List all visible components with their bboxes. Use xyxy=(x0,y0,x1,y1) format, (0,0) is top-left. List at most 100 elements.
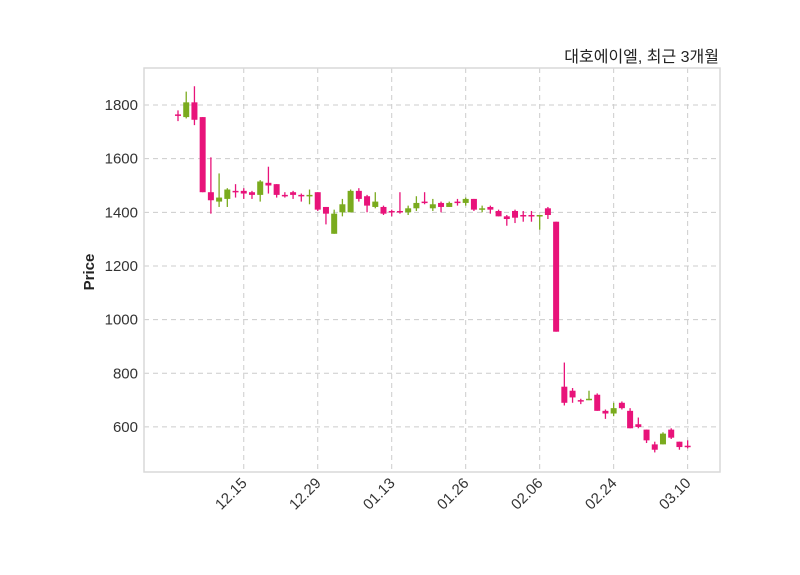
candle-body xyxy=(544,208,551,216)
candle-body xyxy=(306,194,313,197)
candle-body xyxy=(224,189,231,199)
candle xyxy=(199,117,206,193)
candle xyxy=(405,205,412,216)
candle-body xyxy=(668,429,675,438)
candle xyxy=(618,401,625,410)
x-tick-label: 01.13 xyxy=(360,475,399,514)
candle xyxy=(380,205,387,216)
candle xyxy=(479,205,486,213)
candle-body xyxy=(240,190,247,194)
candle-body xyxy=(454,201,461,204)
candle-body xyxy=(257,181,264,195)
candle xyxy=(635,417,642,429)
candle xyxy=(577,398,584,405)
candle-body xyxy=(684,445,691,448)
candle-body xyxy=(503,216,510,220)
x-tick-label: 03.10 xyxy=(656,475,695,514)
candle xyxy=(454,198,461,206)
candle-body xyxy=(651,444,658,450)
candle xyxy=(553,221,560,332)
candle xyxy=(651,441,658,453)
candle-body xyxy=(429,204,436,209)
candle xyxy=(668,428,675,440)
candle xyxy=(248,190,255,199)
candle-body xyxy=(495,210,502,217)
candle-body xyxy=(322,206,329,214)
candle-body xyxy=(635,424,642,427)
candles xyxy=(175,86,691,453)
candle-body xyxy=(462,198,469,203)
candle-body xyxy=(627,410,634,429)
candle-body xyxy=(610,408,617,414)
candle xyxy=(388,209,395,217)
candle xyxy=(503,215,510,226)
candle xyxy=(175,110,181,122)
candle xyxy=(536,215,543,230)
candle xyxy=(413,196,420,211)
candle xyxy=(216,173,223,207)
candle-body xyxy=(586,398,592,401)
candle-body xyxy=(388,210,395,213)
y-tick-label: 600 xyxy=(113,419,138,436)
x-axis-ticks: 12.15 12.29 01.13 01.26 02.06 02.24 03.10 xyxy=(212,475,694,514)
candle-body xyxy=(438,202,445,207)
candle xyxy=(676,441,683,450)
candle xyxy=(429,198,436,211)
candle-body xyxy=(577,400,584,402)
candle-body xyxy=(331,213,338,234)
candle xyxy=(240,188,247,199)
candle xyxy=(364,194,371,213)
chart-title: 대호에이엘, 최근 3개월 xyxy=(564,48,719,66)
candle-body xyxy=(347,190,354,213)
candle-body xyxy=(569,390,576,398)
candle-body xyxy=(594,394,601,411)
candle xyxy=(520,210,527,222)
candle xyxy=(273,184,280,198)
candle xyxy=(257,180,264,202)
candle xyxy=(331,209,338,234)
candle-body xyxy=(413,202,420,209)
candle xyxy=(396,192,403,214)
candle-body xyxy=(265,182,272,186)
x-tick-label: 02.24 xyxy=(582,475,621,514)
candle-body xyxy=(380,206,387,214)
candle-body xyxy=(487,206,494,210)
y-tick-label: 800 xyxy=(113,365,138,382)
candle xyxy=(462,197,469,206)
candle xyxy=(643,429,650,444)
candle-body xyxy=(364,196,371,206)
candle xyxy=(586,390,592,401)
candle-body xyxy=(232,190,239,193)
candle-body xyxy=(479,208,486,210)
y-tick-label: 1600 xyxy=(105,151,138,168)
candle xyxy=(314,192,321,211)
candle xyxy=(594,393,601,411)
candle xyxy=(610,402,617,417)
y-tick-label: 1000 xyxy=(105,312,138,329)
candle xyxy=(438,201,445,213)
candle xyxy=(372,192,379,209)
candle xyxy=(602,409,609,419)
candle-body xyxy=(470,198,477,210)
candle-body xyxy=(618,402,625,409)
candle-body xyxy=(298,194,305,197)
candle-body xyxy=(528,215,535,217)
candle xyxy=(298,193,305,202)
candle xyxy=(684,440,691,449)
candle-body xyxy=(314,192,321,210)
candle xyxy=(528,210,535,222)
candle-body xyxy=(290,192,297,195)
candle-body xyxy=(512,210,519,218)
candle-body xyxy=(339,204,346,213)
candle-body xyxy=(659,433,666,445)
candle-body xyxy=(561,386,568,403)
x-tick-label: 12.15 xyxy=(212,475,251,514)
candle-body xyxy=(446,202,453,207)
y-tick-label: 1200 xyxy=(105,258,138,275)
candle xyxy=(191,86,198,126)
candle-body xyxy=(643,429,650,441)
candle xyxy=(183,91,190,119)
candle xyxy=(561,362,568,406)
candle-body xyxy=(273,184,280,195)
candle-body xyxy=(199,117,206,193)
